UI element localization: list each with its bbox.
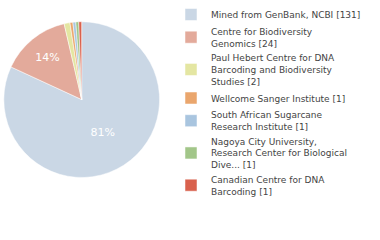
svg-text:81%: 81% — [90, 126, 114, 139]
svg-text:South African SugarcaneResearc: South African SugarcaneResearch Institut… — [211, 110, 323, 132]
svg-text:14%: 14% — [35, 51, 59, 64]
svg-text:Mined from GenBank, NCBI [131]: Mined from GenBank, NCBI [131] — [211, 10, 360, 20]
svg-text:Nagoya City University,Researc: Nagoya City University,Research Center f… — [211, 137, 347, 170]
svg-text:Paul Hebert Centre for DNABarc: Paul Hebert Centre for DNABarcoding and … — [211, 53, 335, 86]
svg-text:Canadian Centre for DNABarcodi: Canadian Centre for DNABarcoding [1] — [211, 175, 325, 197]
svg-text:Centre for BiodiversityGenomic: Centre for BiodiversityGenomics [24] — [211, 27, 313, 49]
svg-text:Wellcome Sanger Institute [1]: Wellcome Sanger Institute [1] — [211, 94, 345, 104]
